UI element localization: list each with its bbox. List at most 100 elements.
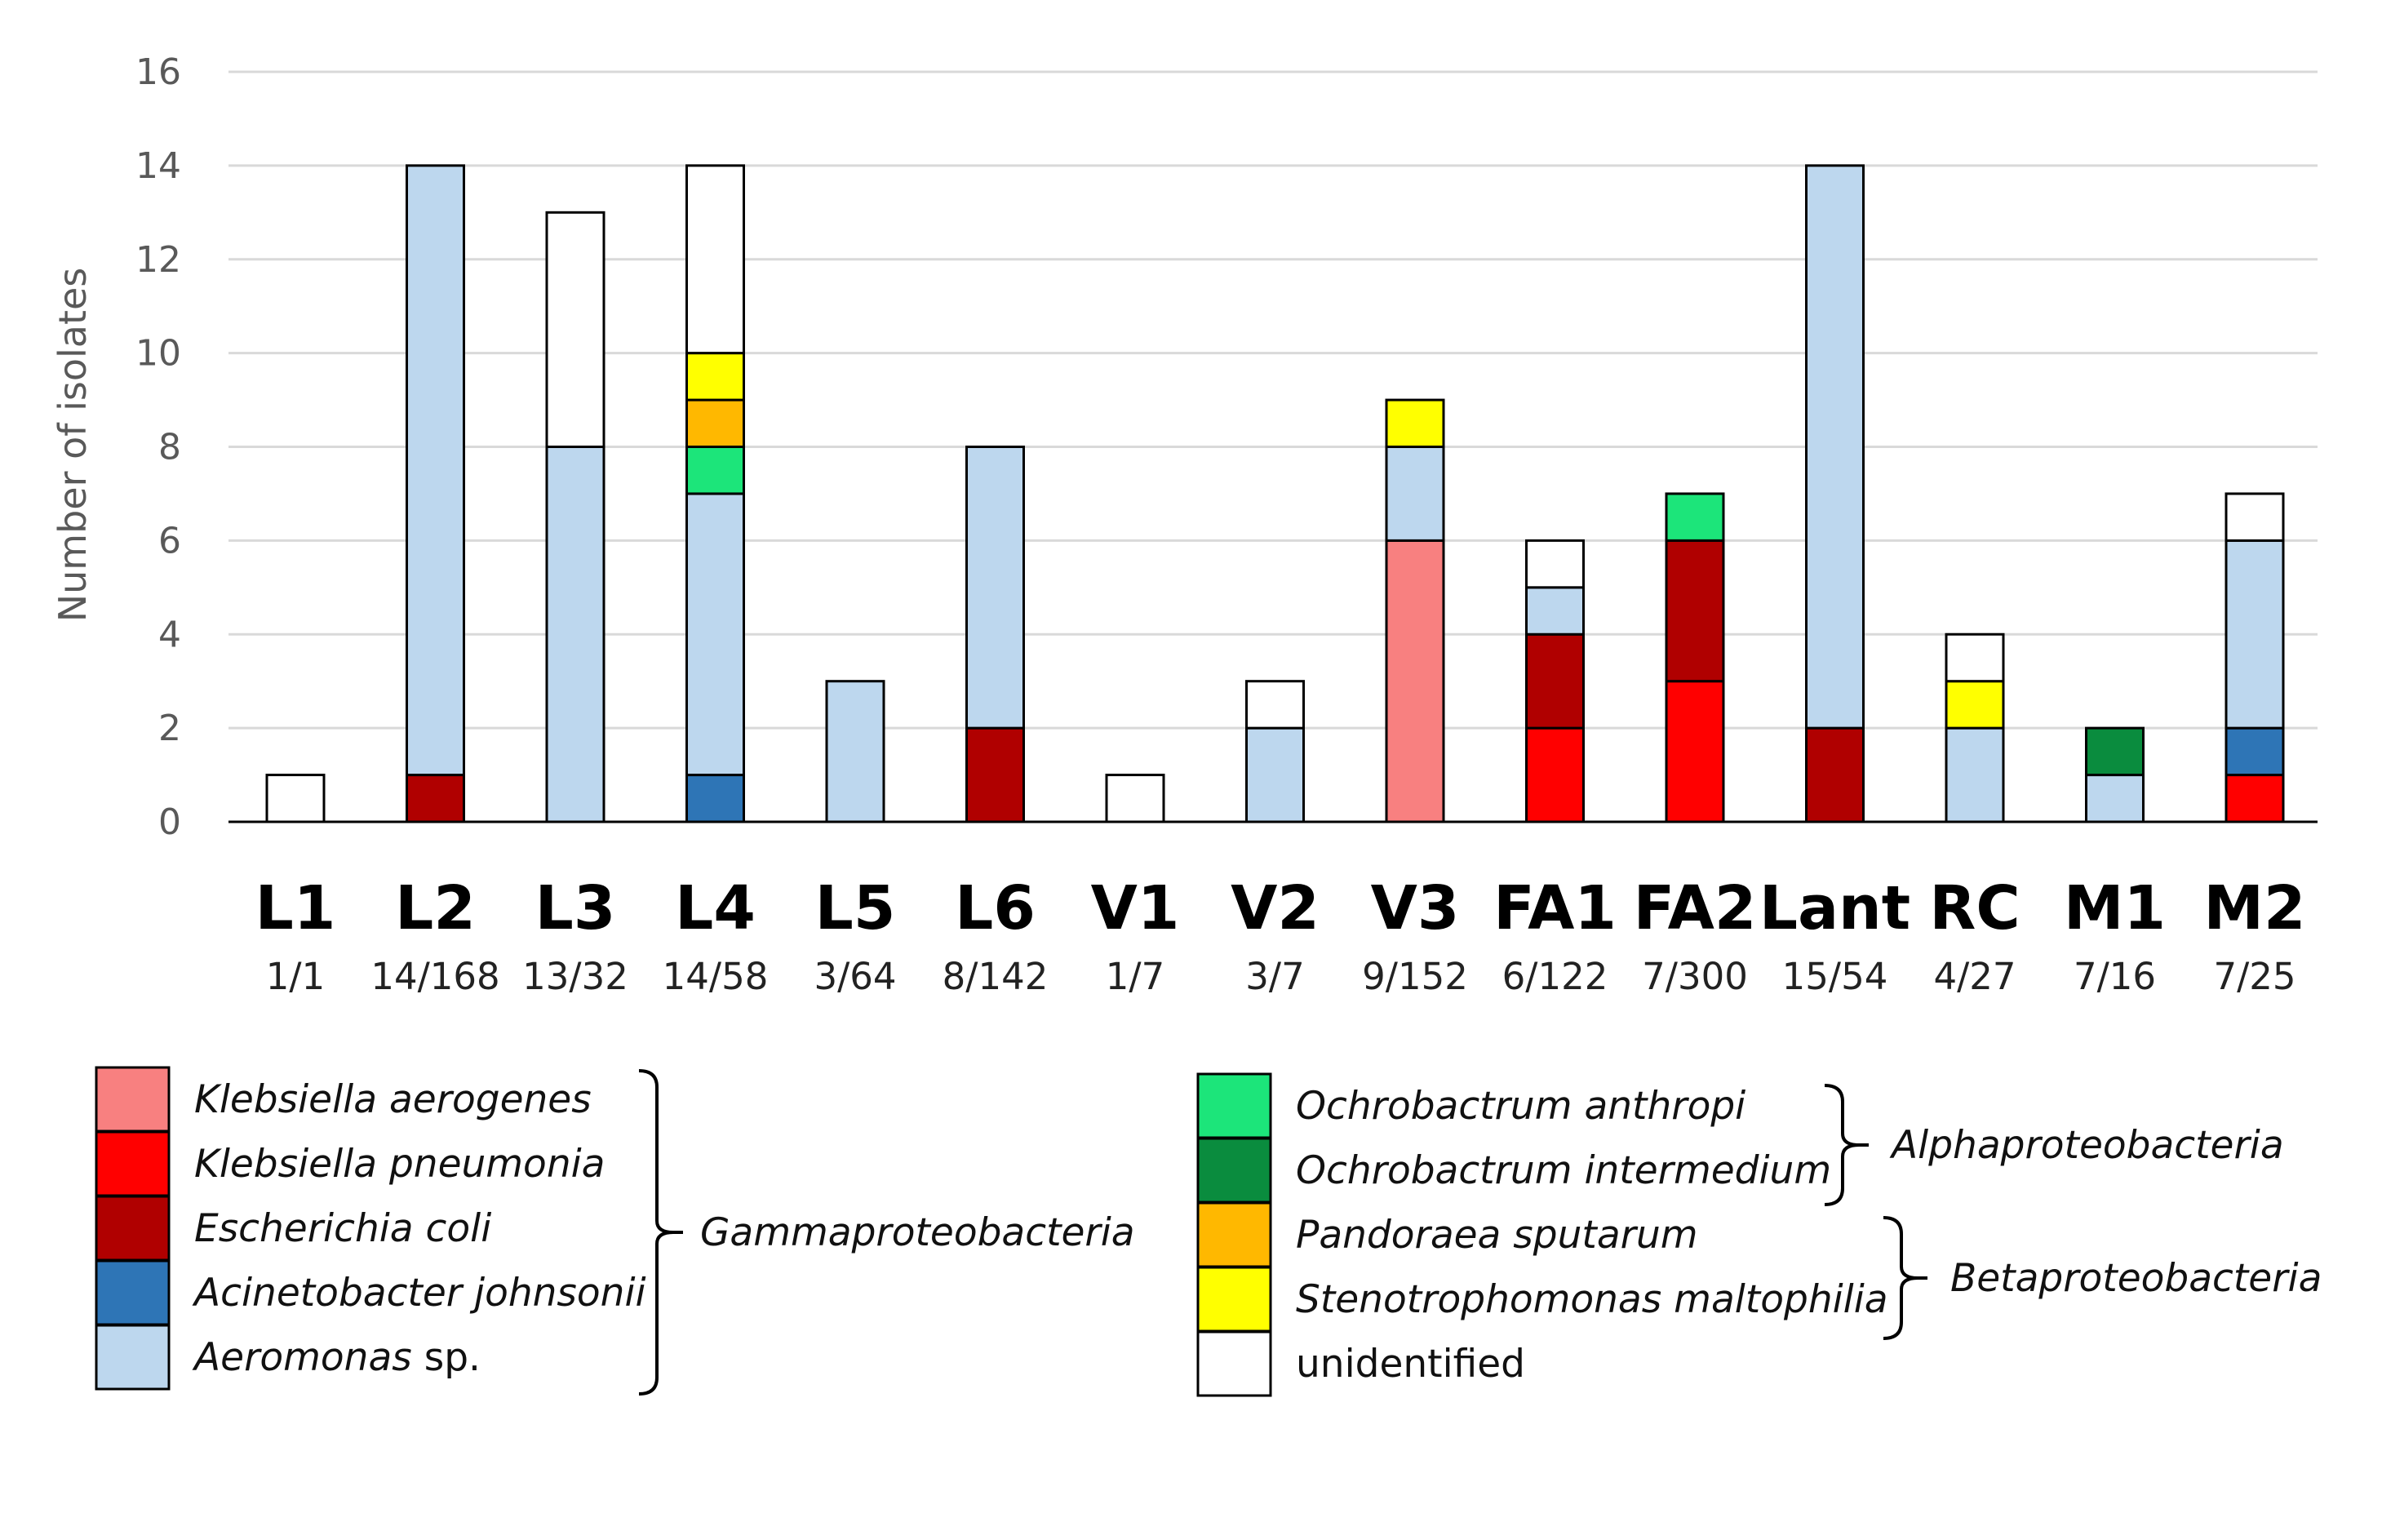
bar-segment [685,774,745,823]
y-tick-label: 8 [158,427,181,468]
bar-stack-V2 [1245,680,1305,823]
bar-segment [1665,680,1725,823]
legend-label: Acinetobacter johnsonii [192,1271,646,1316]
bar-segment [545,446,605,823]
category-label: L5 [815,873,896,943]
bar-segment [2085,774,2145,823]
bar-segment [1665,539,1725,683]
bar-segment [2225,539,2285,730]
legend-entry: Ochrobactrum intermedium [1196,1137,1831,1204]
bar-stack-L4 [685,164,745,823]
bar-segment [1805,726,1865,823]
legend-swatch [95,1130,171,1197]
y-tick-label: 10 [135,333,181,375]
bar-segment [2225,492,2285,542]
legend-swatch [95,1324,171,1391]
bar-stack-L6 [965,446,1025,823]
bar-stack-Lant [1805,164,1865,823]
bar-stack-L2 [406,164,465,823]
bar-segment [1945,632,2005,683]
bar-segment [965,726,1025,823]
bar-segment [685,446,745,495]
bar-segment [1525,586,1585,636]
ratio-label: 14/168 [370,955,499,998]
category-label: Lant [1759,873,1910,943]
bar-stack-L5 [825,680,885,823]
legend-swatch [95,1195,171,1262]
bar-segment [685,398,745,448]
y-tick-label: 4 [158,614,181,655]
bar-stack-FA1 [1525,539,1585,823]
legend-label: Ochrobactrum intermedium [1296,1148,1831,1193]
category-label: L6 [955,873,1036,943]
bar-segment [1665,492,1725,542]
category-label: FA1 [1493,873,1617,943]
category-label: M2 [2203,873,2305,943]
bar-stack-V3 [1385,398,1445,823]
y-tick-label: 14 [135,145,181,187]
bar-segment [1945,680,2005,730]
bar-segment [1525,726,1585,823]
y-axis-ticks: 0 2 4 6 8 10 12 14 16 [135,51,181,843]
bar-segment [545,211,605,448]
ratio-label: 8/142 [943,955,1049,998]
ratio-label: 9/152 [1362,955,1468,998]
bar-stack-M2 [2225,492,2285,823]
category-label: L1 [255,873,336,943]
group-label-alpha: Alphaproteobacteria [1889,1123,2284,1168]
y-tick-label: 16 [135,51,181,93]
legend-swatch [95,1259,171,1326]
ratio-label: 15/54 [1782,955,1888,998]
y-tick-label: 12 [135,239,181,281]
bar-segment [265,774,326,823]
category-label: V3 [1371,873,1460,943]
legend-brace [638,1069,674,1396]
ratio-label: 1/1 [266,955,325,998]
legend-entry: Klebsiella aerogenes [95,1066,592,1133]
bar-segment [1385,446,1445,542]
legend-label: Pandoraea sputarum [1296,1213,1698,1258]
legend-label: Escherichia coli [194,1206,491,1251]
legend-label: Ochrobactrum anthropi [1296,1084,1745,1129]
category-label: M1 [2064,873,2166,943]
bar-segment [685,164,745,355]
bar-segment [2225,726,2285,777]
bar-segment [685,492,745,777]
legend-label: unidentified [1296,1342,1525,1387]
bar-segment [685,352,745,402]
bar-stack-M1 [2085,726,2145,823]
ratio-label: 7/16 [2074,955,2156,998]
category-label: L3 [535,873,616,943]
legend-label: Klebsiella pneumonia [194,1142,605,1187]
ratio-label: 13/32 [522,955,628,998]
ratio-label: 7/25 [2213,955,2296,998]
legend-swatch [1196,1201,1272,1268]
legend-entry: Aeromonas sp. [95,1324,481,1391]
bar-stack-FA2 [1665,492,1725,823]
gridlines [228,70,2318,730]
bar-segment [2225,774,2285,823]
group-label-beta: Betaproteobacteria [1950,1256,2322,1301]
legend-label: Klebsiella aerogenes [194,1077,592,1122]
legend-label: Aeromonas sp. [192,1335,481,1380]
bar-segment [1525,539,1585,589]
legend-entry: Pandoraea sputarum [1196,1201,1698,1268]
legend-label-suffix: sp. [412,1335,481,1380]
legend-swatch [1196,1266,1272,1333]
bar-stack-L1 [265,774,326,823]
bar-stack-V1 [1105,774,1165,823]
bar-segment [1945,726,2005,823]
bar-segment [1245,680,1305,730]
bar-segment [1245,726,1305,823]
y-axis-label: Number of isolates [51,268,95,623]
y-tick-label: 0 [158,801,181,843]
category-labels: L1 1/1 L2 14/168 L3 13/32 L4 14/58 L5 3/64 L6 8/142… [255,873,2306,998]
legend-entry: unidentified [1196,1330,1525,1397]
ratio-label: 3/64 [814,955,896,998]
legend-entry: Acinetobacter johnsonii [95,1259,646,1326]
bar-segment [1525,632,1585,730]
y-tick-label: 6 [158,520,181,561]
ratio-label: 1/7 [1106,955,1164,998]
bars [265,164,2285,823]
bar-segment [1105,774,1165,823]
